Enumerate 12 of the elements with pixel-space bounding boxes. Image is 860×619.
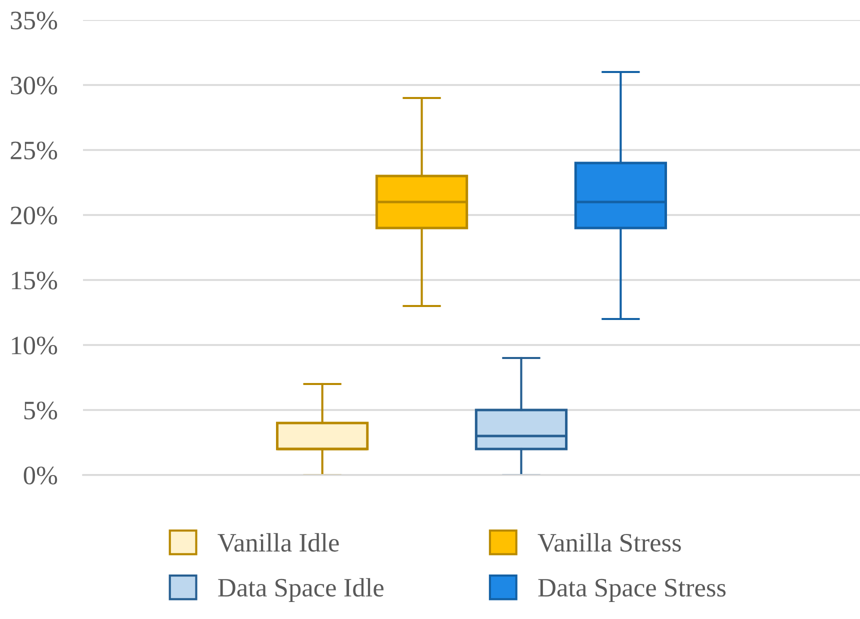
- legend-label: Data Space Stress: [538, 578, 726, 602]
- y-tick-label: 0%: [24, 466, 58, 484]
- legend-label: Vanilla Idle: [218, 533, 339, 552]
- legend-label: Vanilla Stress: [538, 533, 681, 552]
- y-tick-label: 5%: [24, 402, 58, 420]
- y-tick-label: 10%: [12, 336, 58, 354]
- y-tick-label: 15%: [12, 272, 58, 290]
- y-tick-label: 30%: [10, 76, 58, 94]
- y-tick-label: 25%: [10, 142, 58, 160]
- y-tick-label: 20%: [10, 206, 58, 224]
- legend-label: Data Space Idle: [218, 578, 384, 602]
- y-tick-label: 35%: [10, 12, 58, 30]
